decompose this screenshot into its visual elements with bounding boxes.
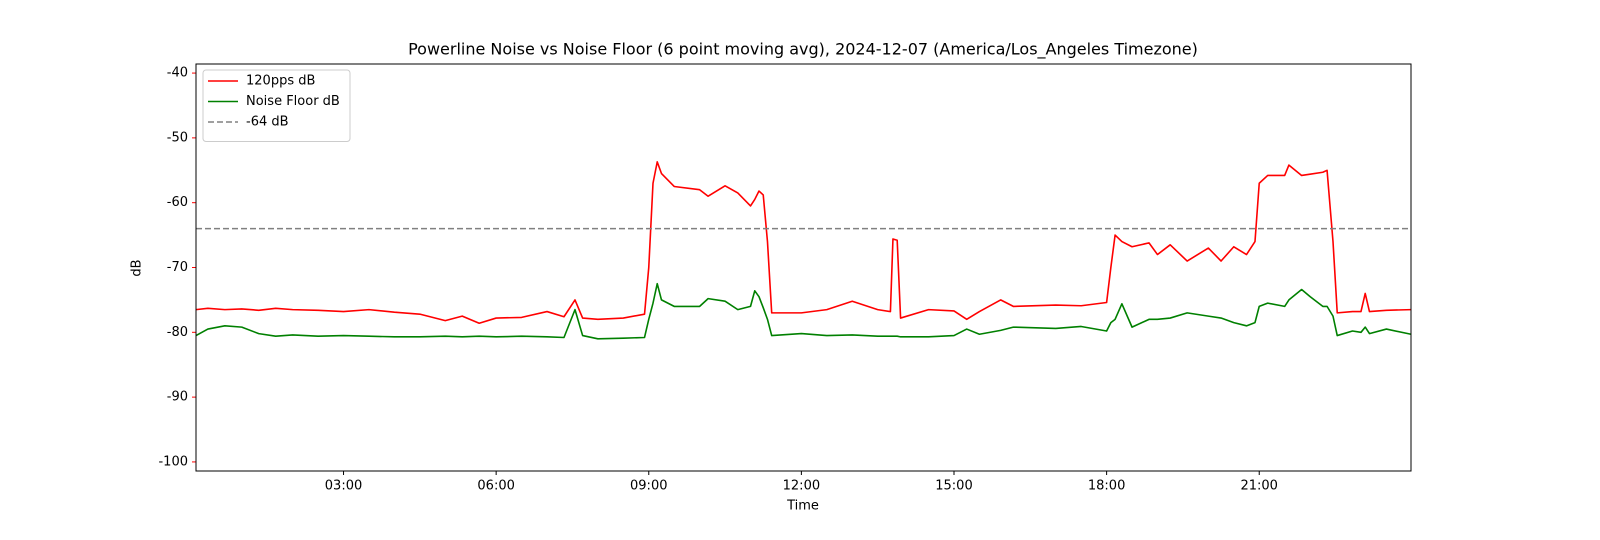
y-tick-label: -40 (167, 66, 188, 81)
y-axis-label: dB (130, 259, 145, 276)
y-tick-label: -100 (158, 454, 188, 469)
legend-label: Noise Floor dB (246, 94, 340, 109)
x-tick-label: 03:00 (325, 479, 362, 494)
y-tick-label: -60 (167, 195, 188, 210)
series-line (195, 161, 1412, 325)
x-tick-label: 18:00 (1088, 479, 1125, 494)
legend-box (202, 69, 351, 142)
x-tick-label: 15:00 (935, 479, 972, 494)
x-tick-label: 21:00 (1240, 479, 1277, 494)
x-axis-label: Time (786, 499, 819, 514)
legend-label: -64 dB (246, 115, 289, 130)
y-tick-label: -70 (167, 260, 188, 275)
chart-title: Powerline Noise vs Noise Floor (6 point … (408, 40, 1198, 60)
x-tick-label: 12:00 (783, 479, 820, 494)
x-tick-label: 09:00 (630, 479, 667, 494)
y-tick-label: -90 (167, 390, 188, 405)
plot-frame (195, 63, 1412, 472)
series-line (195, 282, 1412, 340)
y-tick-label: -50 (167, 130, 188, 145)
x-tick-label: 06:00 (477, 479, 514, 494)
legend-label: 120pps dB (246, 74, 315, 89)
y-tick-label: -80 (167, 325, 188, 340)
